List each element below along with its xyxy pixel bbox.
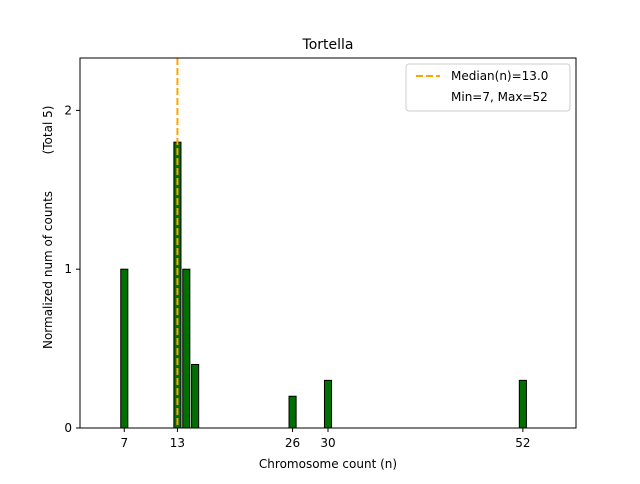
bar-n-14 (182, 268, 191, 429)
legend-median-label: Median(n)=13.0 (451, 69, 548, 83)
y-tick-label: 1 (64, 262, 72, 276)
y-tick-label: 0 (64, 421, 72, 435)
x-tick-label: 7 (120, 436, 128, 450)
y-axis-label: Normalized num of counts (41, 191, 55, 349)
x-tick-label: 30 (320, 436, 335, 450)
bar-n-7 (120, 268, 129, 429)
legend-range-label: Min=7, Max=52 (451, 90, 548, 104)
legend: Median(n)=13.0 Min=7, Max=52 (405, 63, 571, 112)
x-tick-label: 52 (515, 436, 530, 450)
bar-n-30 (323, 379, 333, 429)
legend-box (405, 63, 571, 112)
y-axis-ticks: 0 1 2 (64, 103, 80, 435)
y-tick-label: 2 (64, 103, 72, 117)
chart-title: Tortella (302, 37, 354, 53)
x-axis-label: Chromosome count (n) (259, 457, 397, 471)
x-axis-ticks: 7 13 26 30 52 (120, 428, 530, 450)
x-tick-label: 13 (170, 436, 185, 450)
bar-n-15 (191, 363, 200, 429)
bar-n-26 (288, 395, 297, 429)
x-tick-label: 26 (285, 436, 300, 450)
y-axis-total-note: (Total 5) (41, 106, 55, 155)
bar-n-13 (173, 141, 182, 429)
bar-n-52 (518, 379, 527, 429)
